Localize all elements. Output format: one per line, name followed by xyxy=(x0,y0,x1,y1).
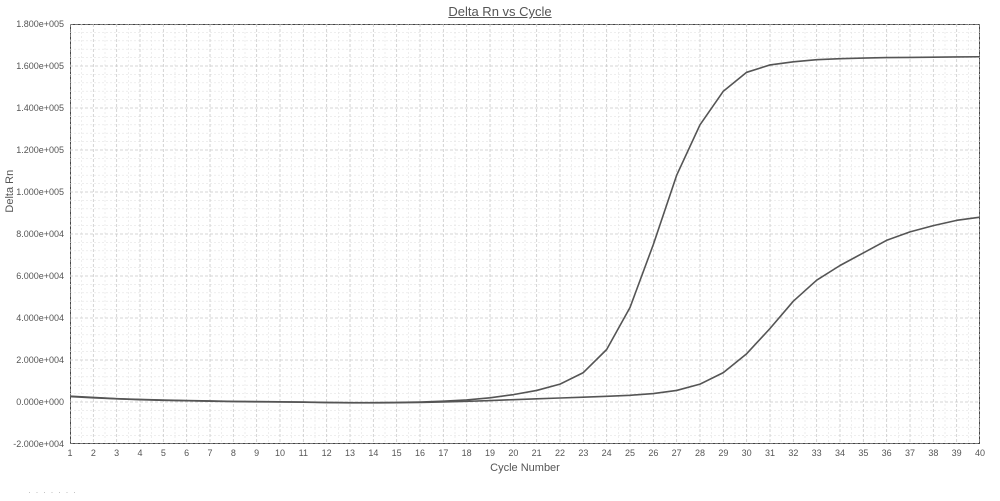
x-tick-label: 3 xyxy=(114,448,119,458)
y-tick-label: 1.600e+005 xyxy=(16,61,64,71)
x-tick-label: 2 xyxy=(91,448,96,458)
x-tick-label: 27 xyxy=(672,448,682,458)
x-tick-label: 15 xyxy=(392,448,402,458)
x-tick-label: 12 xyxy=(322,448,332,458)
x-tick-label: 5 xyxy=(161,448,166,458)
x-tick-label: 18 xyxy=(462,448,472,458)
x-tick-label: 8 xyxy=(231,448,236,458)
x-tick-label: 33 xyxy=(812,448,822,458)
y-tick-label: -2.000e+004 xyxy=(13,439,64,449)
x-tick-label: 17 xyxy=(438,448,448,458)
y-tick-label: 1.800e+005 xyxy=(16,19,64,29)
x-tick-label: 4 xyxy=(137,448,142,458)
y-tick-label: 1.200e+005 xyxy=(16,145,64,155)
x-tick-label: 21 xyxy=(532,448,542,458)
y-tick-label: 1.000e+005 xyxy=(16,187,64,197)
x-tick-label: 35 xyxy=(858,448,868,458)
x-tick-label: 22 xyxy=(555,448,565,458)
x-tick-label: 34 xyxy=(835,448,845,458)
y-tick-label: 8.000e+004 xyxy=(16,229,64,239)
y-axis-ticks: -2.000e+0040.000e+0002.000e+0044.000e+00… xyxy=(0,24,68,444)
x-tick-label: 14 xyxy=(368,448,378,458)
y-tick-label: 4.000e+004 xyxy=(16,313,64,323)
x-tick-label: 36 xyxy=(882,448,892,458)
x-tick-label: 28 xyxy=(695,448,705,458)
x-tick-label: 39 xyxy=(952,448,962,458)
x-tick-label: 20 xyxy=(508,448,518,458)
x-tick-label: 23 xyxy=(578,448,588,458)
x-tick-label: 16 xyxy=(415,448,425,458)
x-tick-label: 13 xyxy=(345,448,355,458)
plot-svg xyxy=(70,24,980,444)
x-tick-label: 25 xyxy=(625,448,635,458)
y-tick-label: 1.400e+005 xyxy=(16,103,64,113)
x-tick-label: 37 xyxy=(905,448,915,458)
x-axis-ticks: 1234567891011121314151617181920212223242… xyxy=(70,446,980,462)
x-tick-label: 19 xyxy=(485,448,495,458)
chart-title: Delta Rn vs Cycle xyxy=(0,4,1000,19)
plot-area xyxy=(70,24,980,444)
y-tick-label: 2.000e+004 xyxy=(16,355,64,365)
y-tick-label: 0.000e+000 xyxy=(16,397,64,407)
chart-container: Delta Rn vs Cycle Delta Rn -2.000e+0040.… xyxy=(0,0,1000,501)
x-tick-label: 7 xyxy=(207,448,212,458)
x-tick-label: 11 xyxy=(299,448,308,458)
x-tick-label: 24 xyxy=(602,448,612,458)
x-tick-label: 31 xyxy=(765,448,775,458)
x-tick-label: 40 xyxy=(975,448,985,458)
footnote-text: · · · · · · · xyxy=(28,487,77,497)
x-tick-label: 10 xyxy=(275,448,285,458)
x-axis-label: Cycle Number xyxy=(70,462,980,474)
x-tick-label: 1 xyxy=(67,448,72,458)
x-tick-label: 32 xyxy=(788,448,798,458)
x-tick-label: 6 xyxy=(184,448,189,458)
x-tick-label: 9 xyxy=(254,448,259,458)
x-tick-label: 30 xyxy=(742,448,752,458)
x-tick-label: 29 xyxy=(718,448,728,458)
x-tick-label: 38 xyxy=(928,448,938,458)
y-tick-label: 6.000e+004 xyxy=(16,271,64,281)
x-tick-label: 26 xyxy=(648,448,658,458)
